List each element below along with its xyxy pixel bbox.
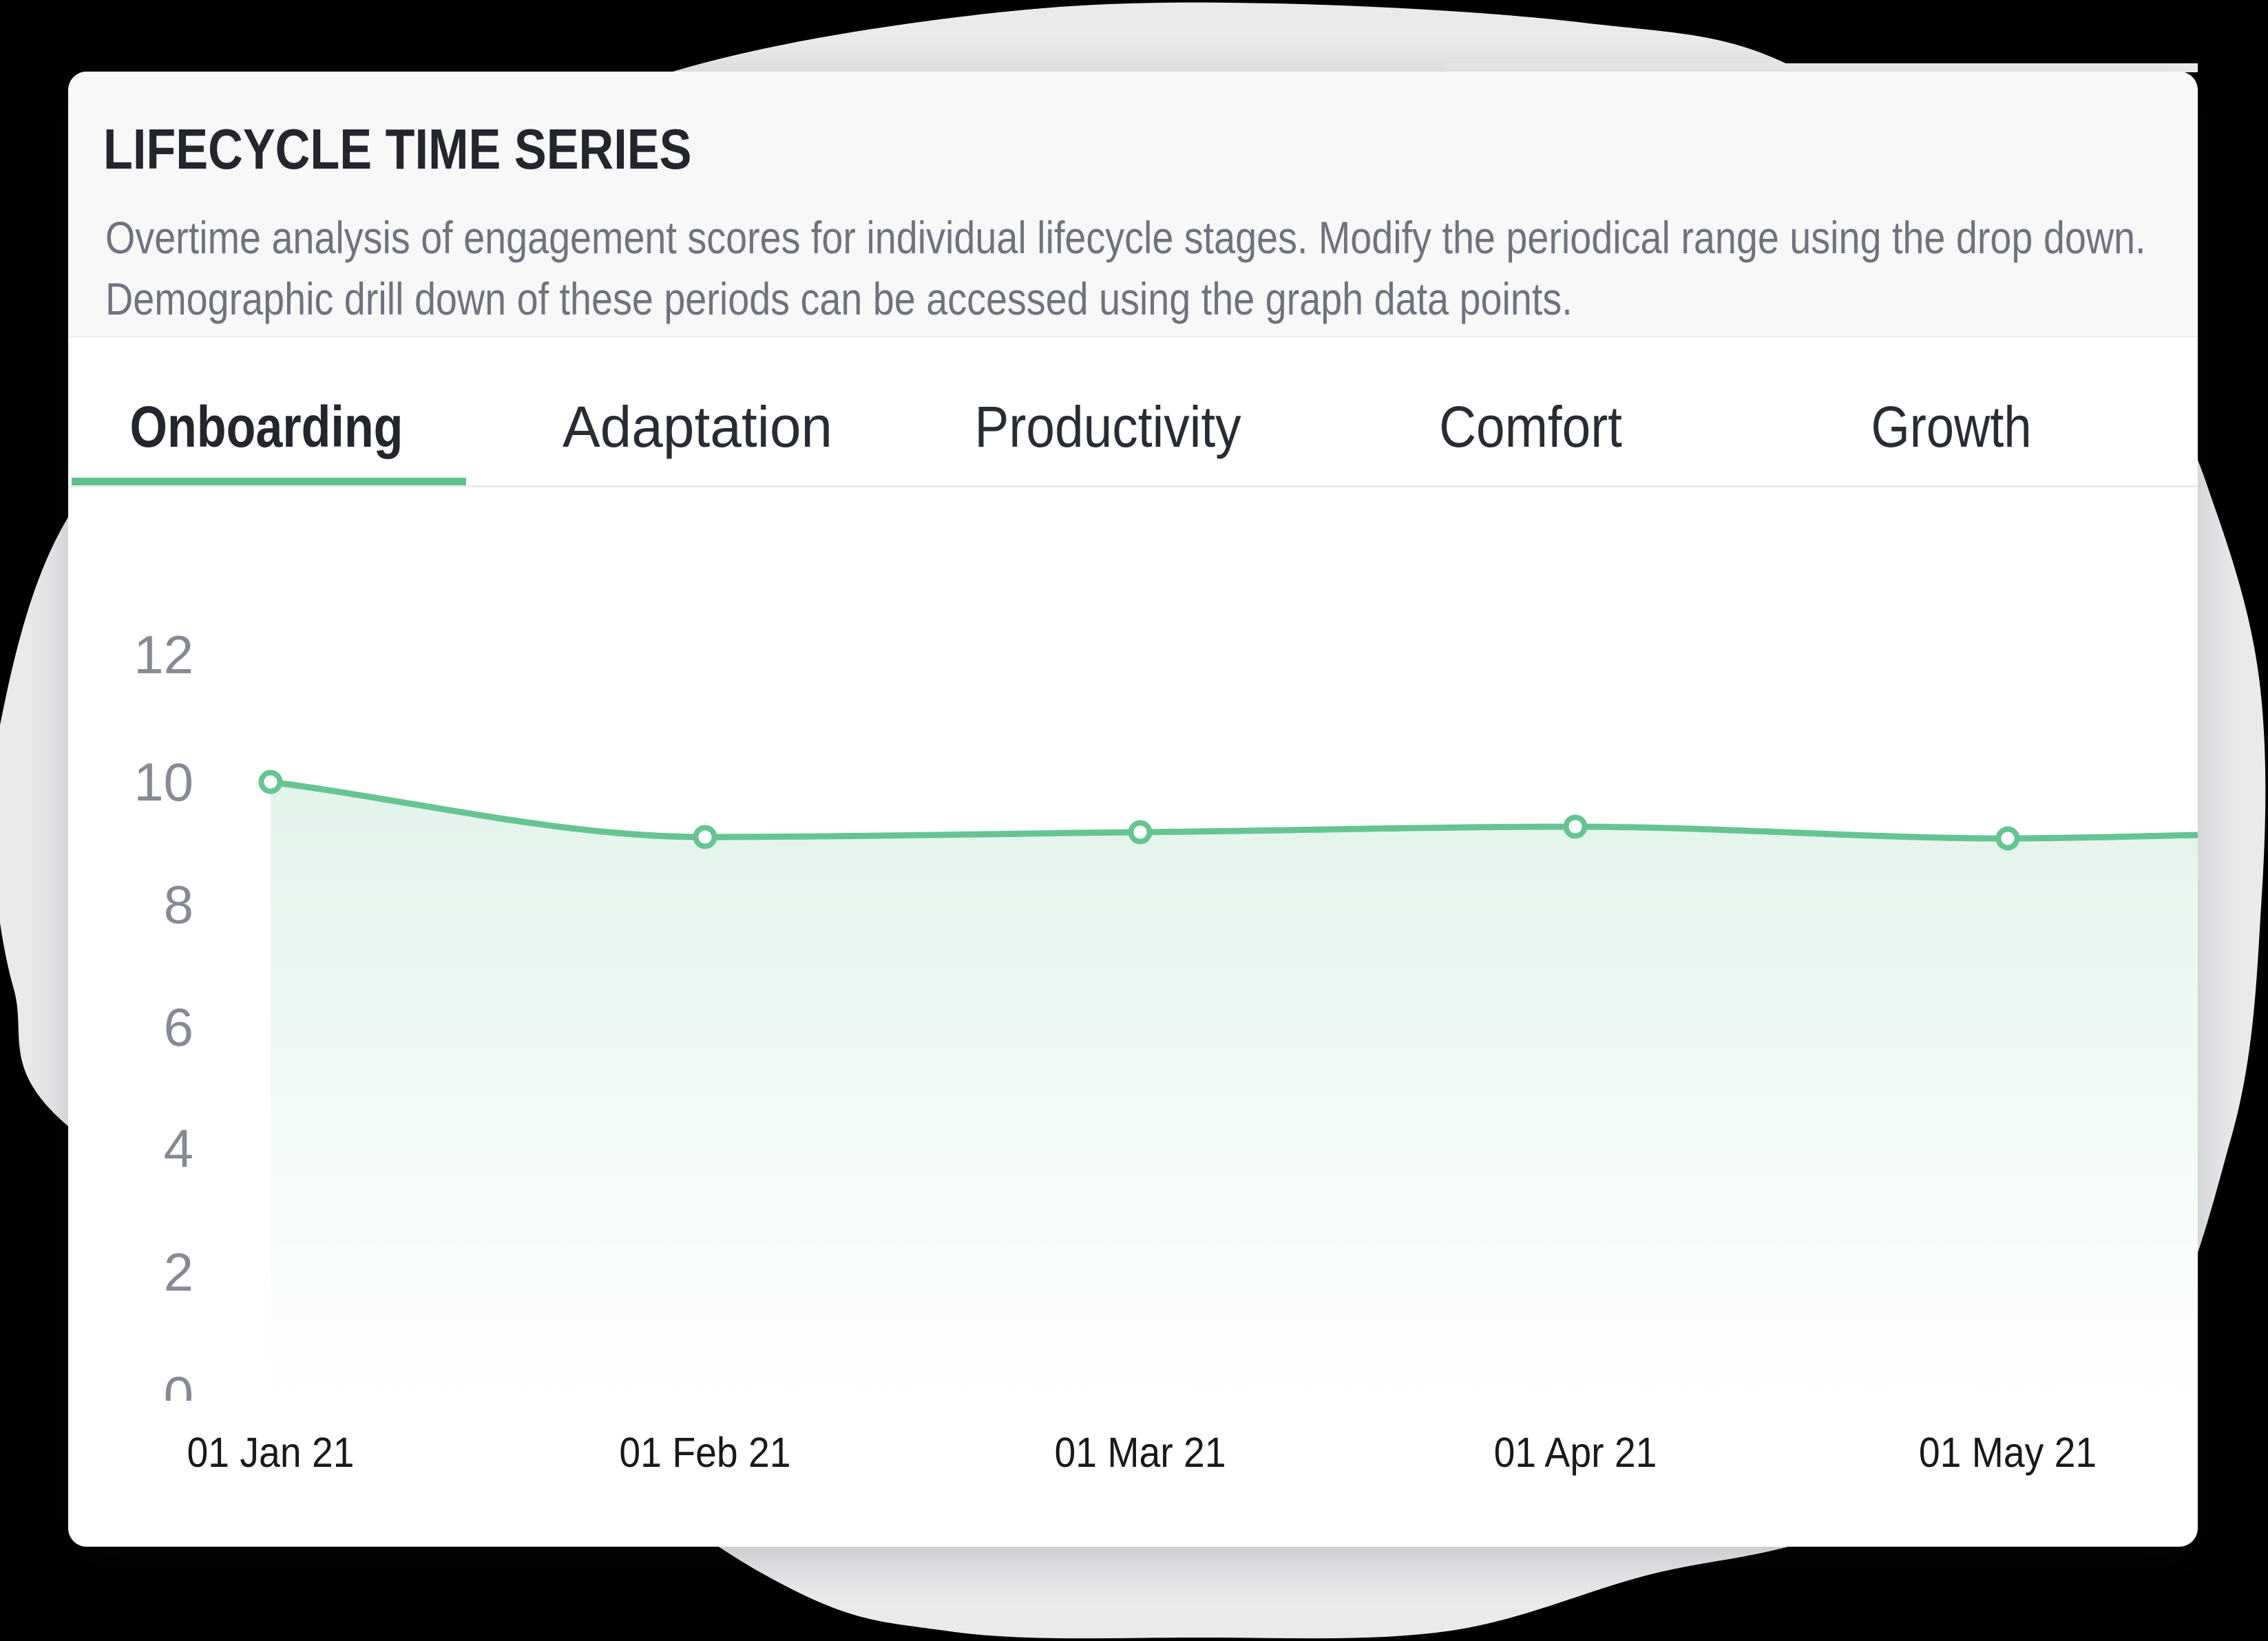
svg-text:6: 6 — [164, 997, 193, 1057]
svg-text:0: 0 — [164, 1365, 193, 1401]
svg-text:10: 10 — [134, 752, 193, 812]
svg-text:4: 4 — [164, 1118, 193, 1178]
svg-text:2: 2 — [164, 1242, 193, 1302]
svg-text:8: 8 — [164, 874, 193, 935]
svg-text:12: 12 — [134, 624, 193, 685]
